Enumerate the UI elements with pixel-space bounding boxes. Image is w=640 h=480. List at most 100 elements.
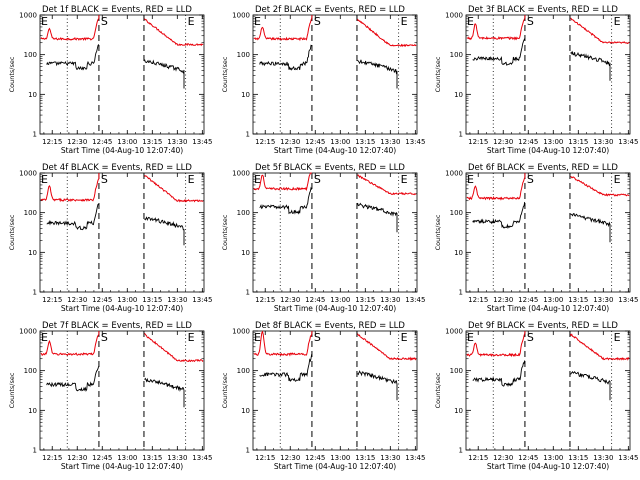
y-tick-label: 100 <box>450 51 463 59</box>
x-tick-label: 13:00 <box>543 454 563 462</box>
lld-series-before <box>466 331 526 358</box>
y-tick-label: 100 <box>450 209 463 217</box>
time-marker-label: E <box>614 15 621 28</box>
panel-9: Det 9f BLACK = Events, RED = LLD 1 10 100 10… <box>434 321 638 471</box>
x-axis-label: Start Time (04-Aug-10 12:07:40) <box>487 462 609 471</box>
x-tick-label: 13:45 <box>405 138 425 146</box>
y-axis-label: Counts/sec <box>221 214 229 250</box>
x-tick-label: 13:00 <box>543 138 563 146</box>
y-tick-label: 1000 <box>445 328 463 336</box>
x-tick-label: 12:30 <box>493 454 513 462</box>
x-tick-label: 13:00 <box>117 296 137 304</box>
lld-series-after <box>570 176 630 197</box>
time-marker-label: S <box>314 331 321 344</box>
x-tick-label: 12:45 <box>518 138 538 146</box>
lld-series-before <box>253 15 313 42</box>
lld-series-after <box>570 17 630 45</box>
x-tick-label: 12:45 <box>518 296 538 304</box>
x-tick-label: 13:30 <box>167 138 187 146</box>
x-tick-label: 12:15 <box>468 454 488 462</box>
x-tick-label: 12:30 <box>280 138 300 146</box>
x-tick-label: 12:45 <box>92 454 112 462</box>
x-tick-label: 12:45 <box>305 138 325 146</box>
axes-frame <box>39 14 205 135</box>
panel-4: Det 4f BLACK = Events, RED = LLD 1 10 100 10… <box>8 163 212 313</box>
y-tick-label: 10 <box>454 249 463 257</box>
events-series-before <box>259 354 313 382</box>
x-tick-label: 13:15 <box>355 296 375 304</box>
x-tick-label: 12:30 <box>67 296 87 304</box>
y-tick-label: 1000 <box>232 170 250 178</box>
y-tick-label: 1 <box>246 131 250 139</box>
x-tick-label: 13:00 <box>330 454 350 462</box>
time-marker-label: S <box>314 15 321 28</box>
panel-title: Det 5f BLACK = Events, RED = LLD <box>255 163 405 173</box>
x-tick-label: 13:45 <box>618 296 638 304</box>
lld-series-after <box>144 175 204 203</box>
x-tick-label: 13:30 <box>167 296 187 304</box>
x-tick-label: 12:30 <box>280 296 300 304</box>
y-tick-label: 1 <box>459 289 463 297</box>
events-series-before <box>472 201 526 230</box>
x-tick-label: 12:30 <box>493 138 513 146</box>
y-tick-label: 1 <box>33 131 37 139</box>
time-marker-label: E <box>614 173 621 186</box>
y-axis-label: Counts/sec <box>8 372 16 408</box>
x-tick-label: 13:15 <box>355 138 375 146</box>
x-tick-label: 13:45 <box>192 296 212 304</box>
time-marker-label: E <box>401 173 408 186</box>
axes-frame <box>465 330 631 451</box>
time-marker-label: E <box>467 15 474 28</box>
events-series-before <box>46 44 100 71</box>
panel-title: Det 4f BLACK = Events, RED = LLD <box>42 163 192 173</box>
time-marker-label: E <box>41 331 48 344</box>
lld-series-before <box>466 173 526 201</box>
lld-series-after <box>570 333 630 361</box>
time-marker-label: E <box>41 15 48 28</box>
panel-8: Det 8f BLACK = Events, RED = LLD 1 10 100 10… <box>221 321 425 471</box>
time-marker-label: E <box>467 173 474 186</box>
x-tick-label: 13:00 <box>330 296 350 304</box>
x-tick-label: 13:30 <box>593 296 613 304</box>
x-tick-label: 12:15 <box>255 296 275 304</box>
y-axis-label: Counts/sec <box>8 56 16 92</box>
y-tick-label: 10 <box>454 91 463 99</box>
x-tick-label: 12:15 <box>42 138 62 146</box>
events-series-before <box>472 360 526 388</box>
y-tick-label: 1000 <box>445 170 463 178</box>
axes-frame <box>465 14 631 135</box>
x-axis-label: Start Time (04-Aug-10 12:07:40) <box>61 304 183 313</box>
y-tick-label: 10 <box>241 91 250 99</box>
lld-series-before <box>40 331 100 356</box>
y-tick-label: 100 <box>24 209 37 217</box>
y-tick-label: 1000 <box>19 328 37 336</box>
time-marker-label: S <box>101 15 108 28</box>
y-tick-label: 1 <box>459 447 463 455</box>
x-tick-label: 13:30 <box>380 138 400 146</box>
panel-title: Det 1f BLACK = Events, RED = LLD <box>42 5 192 15</box>
panel-6: Det 6f BLACK = Events, RED = LLD 1 10 100 10… <box>434 163 638 313</box>
y-tick-label: 1000 <box>19 170 37 178</box>
x-tick-label: 13:15 <box>142 296 162 304</box>
x-tick-label: 12:30 <box>280 454 300 462</box>
y-tick-label: 1000 <box>19 12 37 20</box>
events-series-after <box>144 59 185 89</box>
lld-series-after <box>357 333 417 361</box>
panel-7: Det 7f BLACK = Events, RED = LLD 1 10 100 10… <box>8 321 212 471</box>
time-marker-label: S <box>101 173 108 186</box>
y-tick-label: 100 <box>237 51 250 59</box>
x-axis-label: Start Time (04-Aug-10 12:07:40) <box>61 462 183 471</box>
y-tick-label: 1 <box>459 131 463 139</box>
x-tick-label: 13:15 <box>568 454 588 462</box>
lld-series-before <box>253 330 313 357</box>
y-tick-label: 1000 <box>232 12 250 20</box>
x-tick-label: 13:15 <box>568 138 588 146</box>
y-tick-label: 1 <box>33 447 37 455</box>
panel-title: Det 2f BLACK = Events, RED = LLD <box>255 5 405 15</box>
x-tick-label: 12:30 <box>67 454 87 462</box>
x-tick-label: 13:30 <box>593 454 613 462</box>
x-tick-label: 13:45 <box>618 454 638 462</box>
panel-title: Det 9f BLACK = Events, RED = LLD <box>468 321 618 331</box>
x-tick-label: 13:00 <box>330 138 350 146</box>
axes-frame <box>252 330 418 451</box>
